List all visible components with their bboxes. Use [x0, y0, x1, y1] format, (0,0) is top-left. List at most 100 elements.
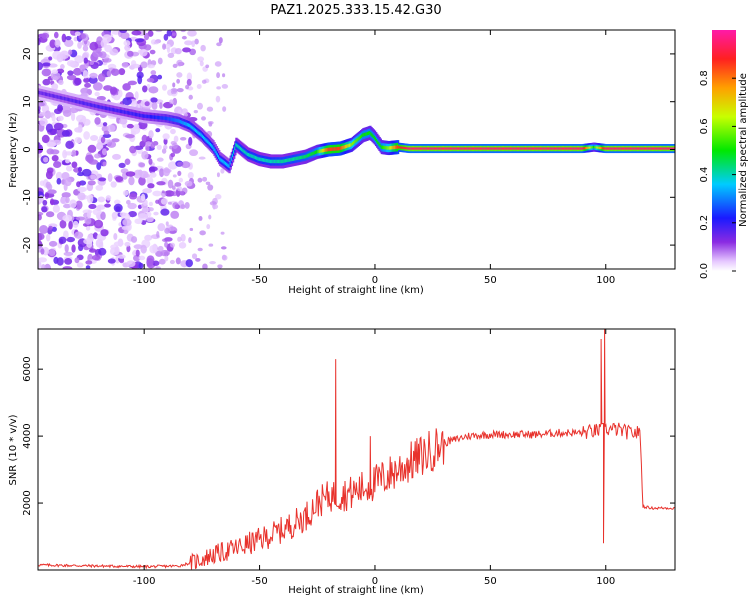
noise-blob: [75, 114, 86, 123]
noise-blob: [68, 49, 73, 55]
noise-blob: [107, 124, 116, 132]
noise-blob: [170, 128, 176, 135]
noise-blob: [51, 69, 59, 74]
noise-blob: [107, 258, 116, 264]
noise-blob: [172, 202, 179, 209]
noise-blob: [222, 106, 227, 112]
noise-blob: [138, 262, 144, 269]
noise-blob: [65, 165, 73, 172]
noise-blob: [64, 258, 73, 265]
noise-blob: [95, 184, 104, 191]
noise-blob: [63, 251, 74, 256]
noise-blob: [113, 203, 123, 213]
noise-blob: [189, 227, 194, 232]
spectrogram-y-ticks: -20 -10 0 10 20: [22, 48, 675, 253]
noise-blob: [89, 60, 95, 66]
noise-blob: [74, 257, 80, 264]
noise-blob: [70, 112, 76, 121]
noise-blob: [160, 208, 170, 216]
noise-blob: [48, 142, 57, 147]
noise-blob: [138, 162, 146, 168]
noise-blob: [46, 167, 54, 174]
noise-blob: [171, 185, 176, 190]
noise-blob: [65, 140, 74, 150]
noise-blob: [86, 194, 94, 204]
noise-blob: [49, 39, 57, 49]
noise-blob: [220, 231, 225, 235]
noise-blob: [162, 84, 167, 91]
noise-blob: [169, 99, 175, 105]
noise-blob: [97, 196, 106, 203]
noise-blob: [172, 97, 178, 106]
y-tick-label: 4000: [22, 423, 33, 448]
noise-blob: [152, 190, 162, 197]
noise-blob: [191, 40, 196, 48]
noise-blob: [38, 37, 41, 46]
noise-blob: [41, 68, 52, 77]
noise-blob: [209, 261, 216, 265]
y-tick-label: 10: [22, 95, 33, 108]
noise-blob: [201, 116, 206, 121]
noise-blob: [72, 220, 79, 228]
noise-blob: [58, 79, 64, 86]
noise-blob: [94, 153, 101, 159]
noise-blob: [216, 42, 222, 47]
noise-blob: [153, 211, 159, 216]
noise-blob: [104, 44, 113, 53]
colorbar-ticks: 0.0 0.2 0.4 0.6 0.8: [699, 70, 736, 279]
noise-blob: [124, 44, 131, 51]
noise-blob: [202, 263, 208, 269]
noise-blob: [66, 236, 76, 243]
figure-title: PAZ1.2025.333.15.42.G30: [270, 3, 441, 18]
noise-blob: [48, 249, 56, 257]
y-tick-label: 0: [22, 146, 33, 152]
noise-blob: [100, 211, 106, 221]
noise-blob: [146, 176, 154, 185]
noise-blob: [161, 238, 169, 242]
noise-blob: [180, 233, 186, 242]
noise-blob: [143, 44, 152, 51]
noise-blob: [86, 210, 92, 219]
noise-blob: [200, 44, 206, 52]
noise-blob: [113, 241, 124, 247]
noise-blob: [221, 254, 228, 261]
noise-blob: [77, 166, 83, 173]
x-tick-label: 50: [484, 275, 497, 286]
noise-blob: [103, 85, 113, 91]
noise-blob: [61, 33, 67, 43]
colorbar-tick-label: 0.4: [699, 167, 710, 183]
noise-blob: [87, 144, 97, 153]
noise-blob: [96, 205, 102, 212]
noise-blob: [124, 241, 131, 247]
noise-blob: [196, 102, 203, 110]
noise-blob: [167, 52, 175, 59]
x-tick-label: 0: [372, 275, 378, 286]
noise-blob: [66, 74, 77, 81]
noise-blob: [42, 199, 48, 206]
noise-blob: [88, 159, 99, 165]
noise-blob: [51, 115, 56, 122]
noise-blob: [220, 168, 225, 174]
noise-blob: [197, 56, 205, 62]
noise-blob: [57, 115, 64, 122]
noise-blob: [162, 43, 167, 50]
noise-blob: [66, 60, 76, 67]
noise-blob: [179, 136, 187, 141]
noise-blob: [181, 108, 188, 115]
noise-blob: [140, 244, 147, 254]
noise-blob: [199, 60, 204, 67]
noise-blob: [51, 226, 57, 232]
noise-blob: [156, 144, 162, 151]
noise-blob: [96, 142, 104, 150]
noise-blob: [38, 62, 44, 71]
noise-blob: [206, 106, 214, 112]
ridge-core: [673, 147, 675, 150]
noise-blob: [145, 145, 150, 152]
noise-blob: [100, 229, 109, 237]
noise-blob: [169, 145, 173, 150]
noise-blob: [122, 83, 131, 91]
noise-blob: [156, 230, 160, 238]
noise-blob: [166, 47, 171, 54]
noise-blob: [38, 233, 43, 242]
